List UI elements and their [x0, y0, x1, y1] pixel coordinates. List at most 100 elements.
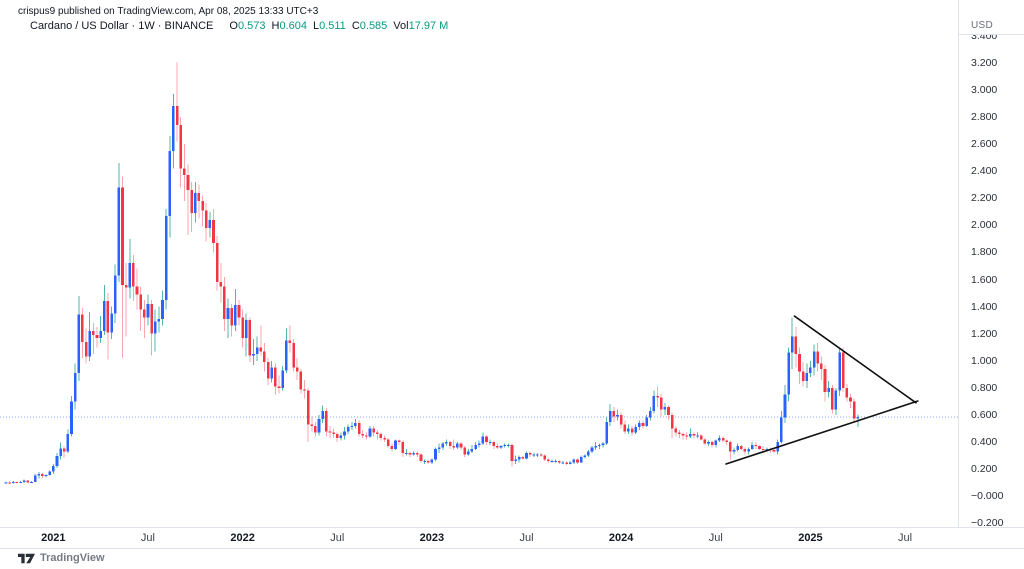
candle-body — [561, 462, 565, 464]
candle-body — [656, 396, 659, 398]
candle-body — [474, 444, 477, 449]
candle-body — [346, 427, 350, 432]
candle-body — [186, 175, 190, 191]
ohlc-value: 0.585 — [359, 20, 388, 32]
candle-body — [19, 481, 22, 483]
candle-body — [568, 462, 572, 464]
candle-body — [583, 455, 587, 458]
candles-layer — [4, 62, 860, 484]
ohlc-value: 17.97 M — [408, 20, 449, 32]
publish-attribution: crispus9 published on TradingView.com, A… — [18, 6, 319, 17]
candle-body — [809, 367, 812, 373]
candle-body — [212, 219, 215, 243]
price-tick-label: 0.600 — [971, 409, 998, 421]
candle-body — [845, 387, 849, 398]
footer: TradingView — [18, 552, 105, 564]
candle-body — [124, 284, 128, 288]
candle-body — [113, 275, 117, 314]
candle-body — [255, 347, 259, 355]
candle-body — [394, 440, 397, 449]
price-chart[interactable] — [0, 0, 958, 527]
candle-body — [317, 419, 321, 433]
candle-body — [237, 305, 241, 318]
price-tick-label: 3.000 — [971, 83, 998, 96]
candle-body — [565, 462, 568, 464]
price-tick-label: 1.800 — [971, 246, 998, 259]
candle-body — [619, 415, 623, 425]
candle-body — [230, 307, 233, 326]
candle-body — [648, 410, 652, 418]
candle-body — [579, 457, 583, 463]
candle-body — [204, 210, 208, 229]
candle-body — [26, 480, 30, 483]
candle-body — [132, 263, 135, 287]
time-axis[interactable]: 2021 Jul 2022 Jul 2023 Jul 2024 Jul 2025 Jul — [0, 528, 958, 548]
candle-body — [81, 314, 84, 342]
candle-body — [732, 450, 736, 452]
candle-body — [365, 435, 368, 437]
ohlc-key: O — [229, 20, 238, 32]
price-tick-label: 1.000 — [971, 354, 998, 367]
time-tick-label: Jul — [898, 532, 913, 544]
brand-name[interactable]: TradingView — [40, 552, 105, 564]
candle-body — [641, 423, 645, 426]
time-tick-label: Jul — [708, 532, 723, 544]
candle-body — [539, 454, 543, 456]
candle-body — [303, 389, 306, 391]
ohlc-value: 0.573 — [237, 20, 266, 32]
candle-body — [306, 390, 310, 425]
candle-body — [321, 410, 324, 420]
candle-body — [234, 305, 237, 326]
price-tick-label: 0.400 — [971, 436, 998, 449]
candle-body — [223, 286, 226, 319]
candle-body — [15, 481, 19, 483]
time-tick-label: Jul — [330, 532, 345, 544]
candle-body — [532, 454, 536, 456]
candle-body — [470, 448, 474, 452]
time-axis-border — [0, 527, 1024, 528]
candle-body — [605, 421, 608, 444]
candle-body — [259, 347, 263, 352]
candle-body — [667, 406, 670, 415]
ohlc-key: H — [271, 20, 280, 32]
candle-body — [445, 442, 448, 444]
currency-label: USD — [971, 20, 994, 31]
candle-body — [499, 446, 503, 448]
candle-body — [401, 442, 405, 453]
candle-body — [295, 367, 299, 372]
candle-body — [375, 432, 379, 434]
candle-body — [357, 423, 361, 434]
triangle-trendlines[interactable] — [725, 315, 919, 465]
candle-body — [383, 438, 386, 440]
candle-body — [161, 299, 164, 319]
tradingview-logo-icon[interactable] — [18, 553, 35, 564]
candle-body — [550, 461, 554, 463]
candle-body — [139, 294, 142, 310]
price-tick-label: −0.000 — [971, 490, 1004, 503]
candle-body — [827, 387, 830, 392]
price-axis[interactable]: USD 3.400 3.200 3.000 2.800 2.600 2.400 2.200 2… — [959, 0, 1024, 527]
candle-body — [510, 444, 514, 462]
symbol-title: Cardano / US Dollar · 1W · BINANCE — [30, 20, 214, 32]
candle-body — [121, 187, 124, 285]
candle-body — [590, 447, 594, 452]
candle-body — [102, 301, 106, 331]
candle-body — [77, 314, 81, 373]
candle-body — [801, 371, 805, 382]
candle-body — [441, 443, 445, 448]
candle-body — [816, 351, 820, 364]
candle-body — [736, 446, 739, 451]
candle-body — [849, 397, 852, 402]
candle-body — [70, 401, 73, 434]
candle-body — [634, 427, 638, 433]
candle-body — [343, 431, 346, 436]
candle-body — [193, 192, 197, 214]
candle-body — [325, 410, 328, 432]
candle-body — [707, 442, 710, 444]
candle-body — [412, 452, 415, 455]
candle-body — [772, 450, 776, 452]
candle-body — [608, 410, 612, 422]
candle-body — [95, 335, 99, 338]
candle-body — [463, 447, 466, 455]
candle-body — [841, 352, 845, 388]
